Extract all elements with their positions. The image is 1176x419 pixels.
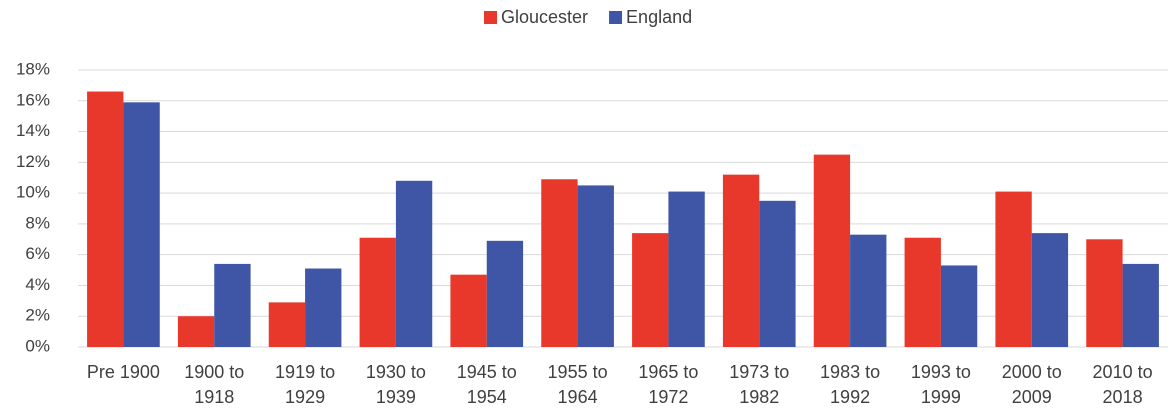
bar [759,200,796,347]
x-tick-label: 1945 to 1954 [456,362,517,407]
bar [940,265,978,347]
x-tick-label: 1993 to 1999 [910,362,971,407]
x-tick-label: 1930 to 1939 [365,362,426,407]
y-tick-label: 14% [16,121,50,140]
bar [305,268,342,347]
bar [850,234,887,347]
legend-swatch [609,11,623,24]
legend-swatch [484,11,497,24]
bar [722,174,760,347]
bar [1031,233,1069,347]
x-tick-label: 1955 to 1964 [547,362,608,407]
y-tick-label: 10% [16,183,50,202]
y-tick-label: 2% [25,306,50,325]
bar [541,179,578,347]
bar [359,237,396,347]
bar [995,191,1032,347]
bar [1086,239,1123,347]
legend-label: Gloucester [501,7,588,27]
bar [123,102,160,347]
x-tick-label: 1973 to 1982 [729,362,790,407]
x-tick-label: 2000 to 2009 [1001,362,1062,407]
bar [214,263,251,347]
legend-label: England [626,7,692,27]
x-tick-label: 1919 to 1929 [275,362,336,407]
x-tick-label: 1983 to 1992 [820,362,881,407]
y-tick-label: 8% [25,213,50,232]
bar [577,185,614,347]
y-tick-label: 0% [25,336,50,355]
x-tick-label: Pre 1900 [86,362,160,382]
bar [450,274,487,347]
bar [395,180,433,347]
bar [632,233,669,347]
bar [668,191,705,347]
bar [1122,263,1159,347]
bar [268,302,306,347]
bar [904,237,941,347]
y-tick-label: 6% [25,244,50,263]
y-tick-label: 18% [16,59,50,78]
x-tick-label: 1965 to 1972 [638,362,699,407]
bar [87,91,124,348]
x-tick-label: 1900 to 1918 [184,362,245,407]
y-tick-label: 12% [16,152,50,171]
bar [486,240,524,347]
bar [177,316,215,347]
x-tick-label: 2010 to 2018 [1092,362,1153,407]
bar [813,154,851,347]
y-tick-label: 16% [16,90,50,109]
y-tick-label: 4% [25,275,50,294]
